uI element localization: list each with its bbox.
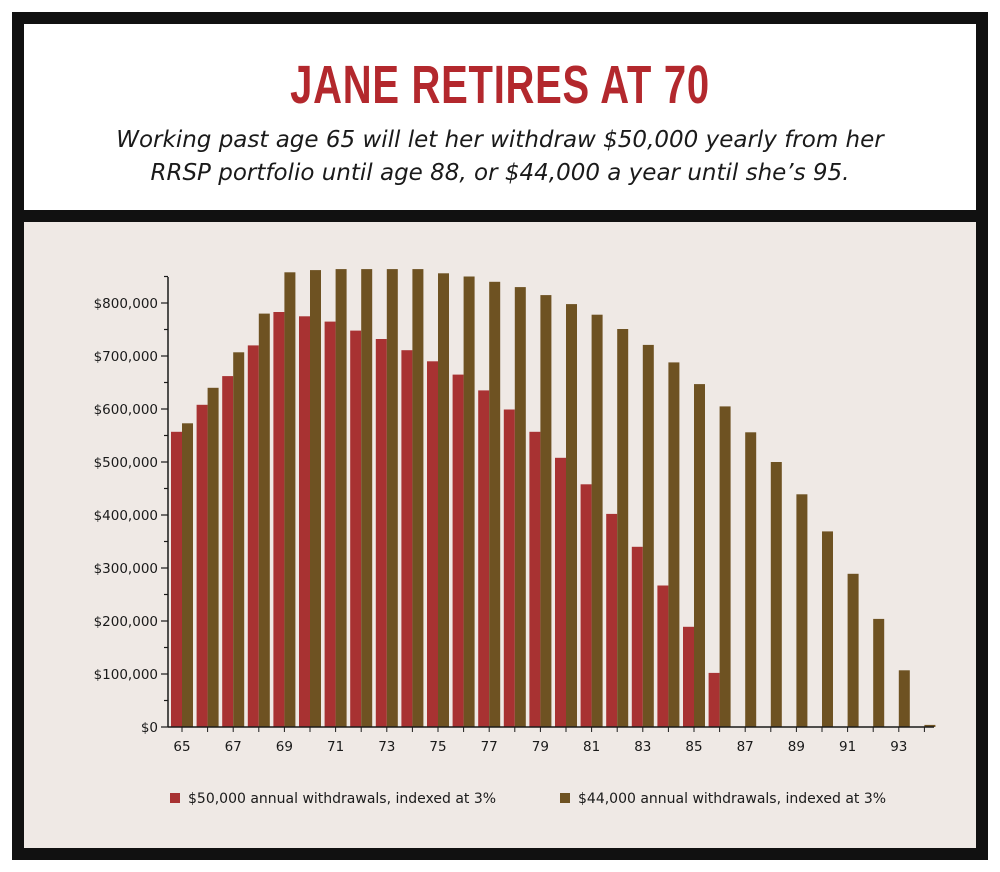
- bar-series-a-age-78: [503, 409, 515, 727]
- legend-swatch-series-a: [170, 793, 180, 803]
- bar-series-b-age-77: [489, 281, 501, 727]
- bar-series-b-age-66: [207, 387, 219, 727]
- bar-series-b-age-65: [182, 423, 193, 727]
- legend-label-series-b: $44,000 annual withdrawals, indexed at 3…: [578, 791, 886, 807]
- bar-series-b-age-92: [873, 618, 885, 727]
- x-tick-label: 91: [839, 739, 856, 755]
- x-tick-label: 77: [481, 739, 498, 755]
- x-tick-label: 69: [276, 739, 293, 755]
- bar-series-b-age-83: [642, 344, 654, 727]
- subtitle-line-2: RRSP portfolio until age 88, or $44,000 …: [150, 160, 850, 186]
- bar-series-b-age-93: [898, 670, 910, 727]
- bar-series-a-age-80: [555, 457, 566, 727]
- bar-series-a-age-66: [196, 404, 208, 727]
- x-tick-label: 85: [685, 739, 702, 755]
- y-tick-label: $200,000: [94, 614, 158, 630]
- x-tick-label: 65: [173, 739, 190, 755]
- y-tick-label: $500,000: [94, 455, 158, 471]
- bar-series-a-age-85: [683, 626, 694, 727]
- bar-series-b-age-73: [386, 269, 398, 727]
- bar-series-b-age-79: [540, 295, 552, 727]
- y-tick-label: $300,000: [94, 561, 158, 577]
- bar-series-a-age-74: [401, 350, 413, 727]
- bar-series-b-age-88: [770, 462, 782, 727]
- bar-series-a-age-82: [606, 513, 618, 727]
- bar-series-b-age-91: [847, 573, 859, 727]
- x-tick-label: 83: [634, 739, 651, 755]
- bar-series-b-age-82: [617, 329, 629, 727]
- x-tick-label: 75: [429, 739, 446, 755]
- bar-series-b-age-81: [591, 314, 603, 727]
- bar-series-a-age-65: [171, 431, 182, 727]
- y-tick-label: $600,000: [94, 402, 158, 418]
- x-tick-label: 81: [583, 739, 600, 755]
- chart-subtitle: Working past age 65 will let her withdra…: [24, 124, 976, 190]
- y-tick-label: $100,000: [94, 667, 158, 683]
- bar-series-b-age-80: [566, 304, 577, 727]
- bar-series-a-age-84: [657, 585, 669, 727]
- bar-series-b-age-87: [745, 432, 757, 727]
- bar-series-a-age-81: [580, 484, 592, 727]
- bar-series-a-age-73: [375, 339, 387, 727]
- bar-series-a-age-72: [350, 330, 362, 727]
- x-tick-label: 93: [890, 739, 907, 755]
- legend-swatch-series-b: [560, 793, 570, 803]
- y-tick-label: $0: [141, 720, 158, 736]
- bars-group: [171, 269, 936, 728]
- legend: $50,000 annual withdrawals, indexed at 3…: [170, 791, 886, 807]
- x-tick-label: 89: [788, 739, 805, 755]
- bar-series-a-age-75: [427, 361, 438, 727]
- bar-series-a-age-67: [222, 376, 234, 727]
- bar-series-b-age-76: [463, 276, 475, 727]
- bar-series-b-age-74: [412, 269, 424, 727]
- bar-series-a-age-79: [529, 431, 541, 727]
- axes-group: $0 $100,000 $200,000 $300,000 $400,000 $500,0…: [94, 275, 934, 755]
- bar-series-b-age-71: [335, 269, 347, 727]
- bar-series-a-age-76: [452, 374, 464, 727]
- bar-series-b-age-78: [514, 287, 526, 727]
- y-tick-label: $400,000: [94, 508, 158, 524]
- legend-label-series-a: $50,000 annual withdrawals, indexed at 3…: [188, 791, 496, 807]
- bar-series-b-age-85: [694, 384, 705, 727]
- bar-series-b-age-69: [284, 272, 296, 727]
- bar-series-b-age-86: [719, 406, 731, 727]
- y-tick-label: $700,000: [94, 349, 158, 365]
- bar-series-a-age-77: [478, 390, 490, 727]
- bar-series-a-age-69: [273, 312, 285, 727]
- bar-series-a-age-68: [247, 345, 259, 727]
- bar-series-a-age-70: [299, 316, 310, 728]
- bar-series-b-age-68: [258, 313, 270, 727]
- bar-series-b-age-84: [668, 362, 680, 727]
- bar-series-b-age-89: [796, 494, 808, 727]
- bar-series-b-age-75: [438, 273, 449, 727]
- chart-title: JANE RETIRES AT 70: [290, 55, 710, 115]
- subtitle-line-1: Working past age 65 will let her withdra…: [116, 127, 884, 153]
- bar-series-a-age-83: [631, 546, 643, 727]
- x-tick-label: 87: [737, 739, 754, 755]
- poster-frame: JANE RETIRES AT 70 Working past age 65 w…: [12, 12, 988, 860]
- x-tick-label: 79: [532, 739, 549, 755]
- bar-series-a-age-86: [708, 672, 720, 727]
- header: JANE RETIRES AT 70 Working past age 65 w…: [24, 24, 976, 210]
- x-tick-label: 71: [327, 739, 344, 755]
- x-tick-label: 73: [378, 739, 395, 755]
- bar-series-b-age-70: [310, 270, 321, 727]
- bar-series-b-age-67: [233, 352, 245, 727]
- bar-chart: $0 $100,000 $200,000 $300,000 $400,000 $500,0…: [94, 269, 936, 807]
- y-tick-label: $800,000: [94, 296, 158, 312]
- bar-series-b-age-72: [361, 269, 373, 727]
- bar-series-b-age-94: [924, 724, 936, 727]
- x-tick-label: 67: [225, 739, 242, 755]
- chart-panel: $0 $100,000 $200,000 $300,000 $400,000 $500,0…: [24, 222, 976, 848]
- bar-series-a-age-71: [324, 321, 336, 727]
- bar-series-b-age-90: [822, 531, 833, 727]
